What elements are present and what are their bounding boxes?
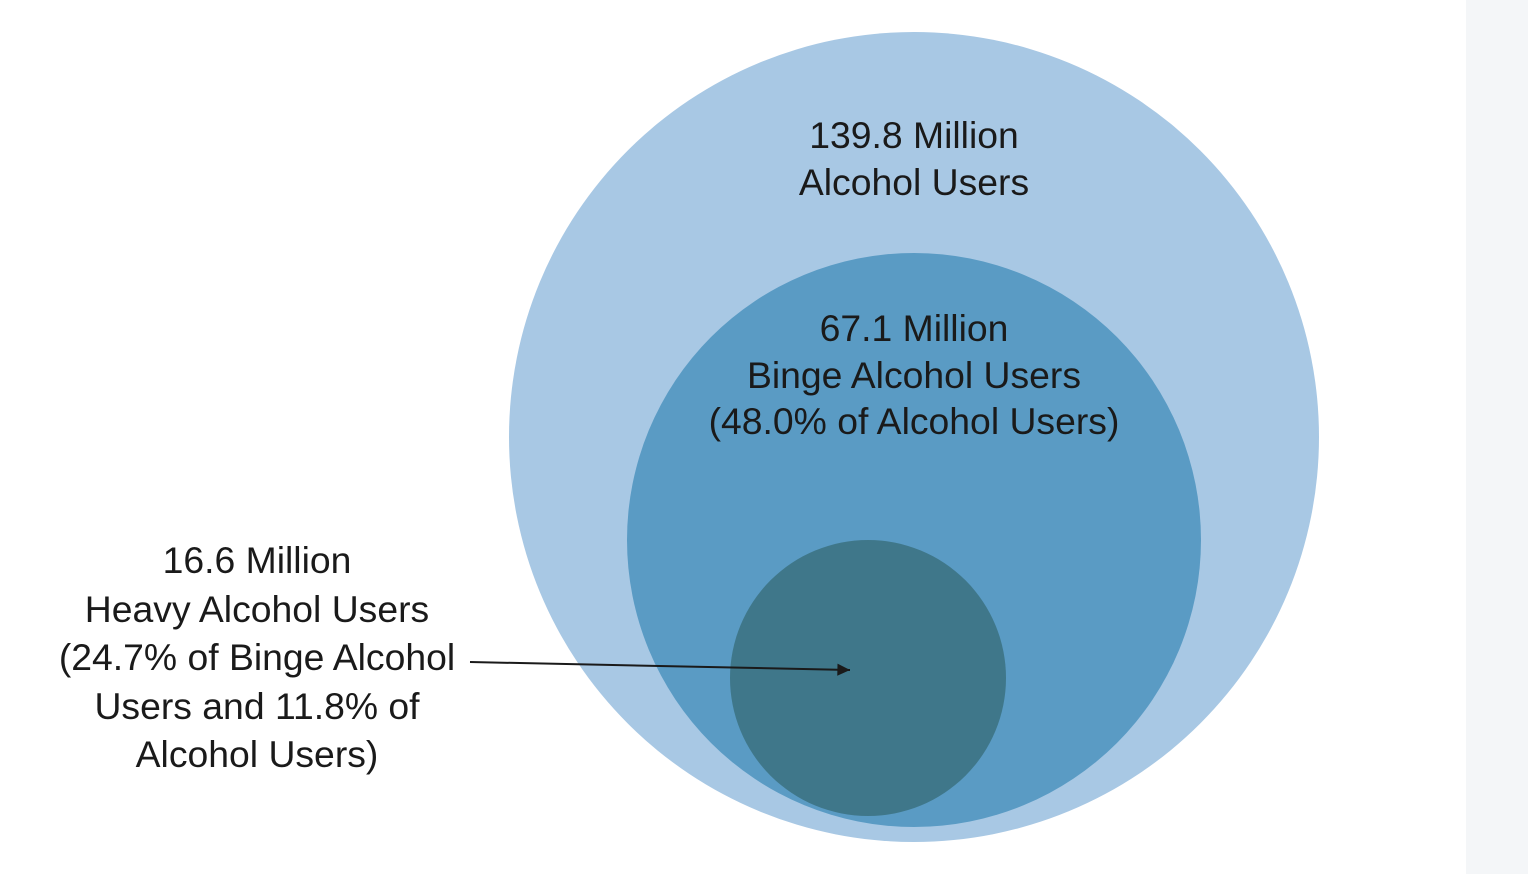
diagram-canvas: 139.8 Million Alcohol Users 67.1 Million… xyxy=(0,0,1528,874)
outer-label-line2: Alcohol Users xyxy=(710,159,1118,206)
right-edge-bar xyxy=(1466,0,1528,874)
side-label-line5: Alcohol Users) xyxy=(42,730,472,779)
side-label-line1: 16.6 Million xyxy=(42,536,472,585)
side-label-line3: (24.7% of Binge Alcohol xyxy=(42,633,472,682)
middle-label-line1: 67.1 Million xyxy=(658,305,1170,352)
arrow-to-inner-circle xyxy=(456,648,864,684)
side-label-line4: Users and 11.8% of xyxy=(42,682,472,731)
outer-circle-label: 139.8 Million Alcohol Users xyxy=(710,112,1118,205)
outer-label-line1: 139.8 Million xyxy=(710,112,1118,159)
middle-label-line3: (48.0% of Alcohol Users) xyxy=(658,398,1170,445)
middle-circle-label: 67.1 Million Binge Alcohol Users (48.0% … xyxy=(658,305,1170,445)
side-label-line2: Heavy Alcohol Users xyxy=(42,585,472,634)
middle-label-line2: Binge Alcohol Users xyxy=(658,352,1170,399)
heavy-users-label: 16.6 Million Heavy Alcohol Users (24.7% … xyxy=(42,536,472,779)
